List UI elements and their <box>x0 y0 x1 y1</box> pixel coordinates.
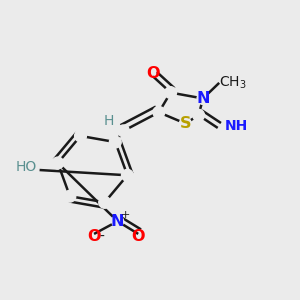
Circle shape <box>64 190 76 202</box>
Circle shape <box>193 110 205 121</box>
Circle shape <box>122 169 133 181</box>
Text: N: N <box>111 214 124 229</box>
Text: CH$_3$: CH$_3$ <box>219 75 247 91</box>
Circle shape <box>165 87 176 98</box>
Text: S: S <box>180 116 191 131</box>
Text: O: O <box>87 230 101 244</box>
Circle shape <box>153 106 165 118</box>
Circle shape <box>179 118 191 129</box>
Text: NH: NH <box>225 119 248 134</box>
Circle shape <box>197 93 209 104</box>
Circle shape <box>110 136 121 148</box>
Text: HO: HO <box>15 160 37 174</box>
Text: O: O <box>131 230 145 244</box>
Circle shape <box>112 215 124 227</box>
Circle shape <box>118 125 129 137</box>
Text: H: H <box>103 114 114 128</box>
Circle shape <box>75 130 86 142</box>
Text: N: N <box>196 91 210 106</box>
Text: O: O <box>146 66 160 81</box>
Circle shape <box>52 157 64 169</box>
Text: -: - <box>100 230 105 244</box>
Circle shape <box>99 196 111 208</box>
Text: +: + <box>121 210 130 220</box>
